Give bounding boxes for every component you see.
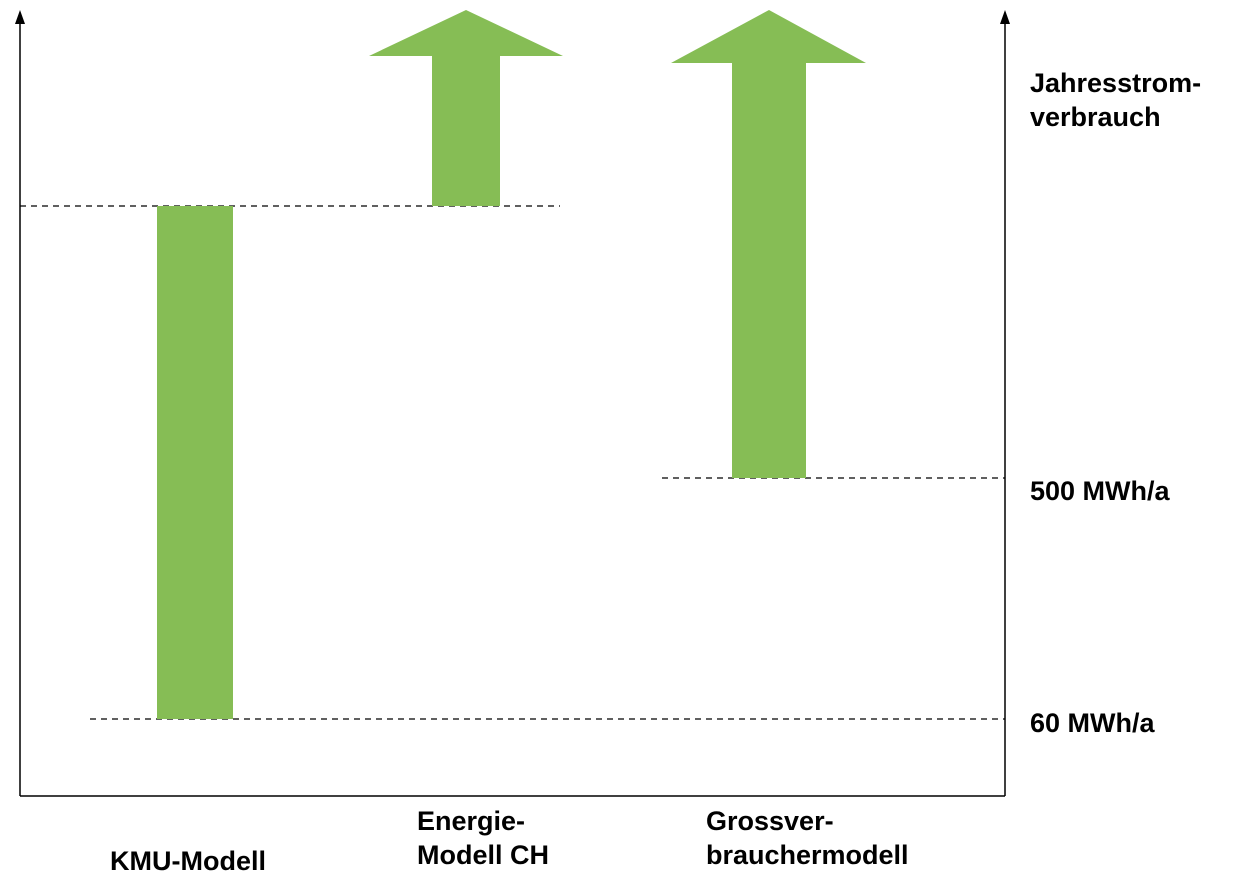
grossverbraucher-arrow xyxy=(671,10,866,478)
right-axis-arrowhead xyxy=(1000,10,1010,24)
level-label-60: 60 MWh/a xyxy=(1030,708,1155,738)
level-label-500: 500 MWh/a xyxy=(1030,476,1170,506)
axis-title: Jahresstrom- verbrauch xyxy=(1030,66,1201,134)
axis-title-line-1: Jahresstrom- xyxy=(1030,68,1202,98)
left-axis-arrowhead xyxy=(15,10,25,24)
model-label-grossverbraucher-line-2: brauchermodell xyxy=(706,840,909,870)
model-label-kmu: KMU-Modell xyxy=(110,844,266,878)
model-label-energie-line-2: Modell CH xyxy=(417,840,549,870)
model-label-energie: Energie- Modell CH xyxy=(417,804,549,872)
kmu-range-bar xyxy=(157,206,233,719)
axis-title-line-2: verbrauch xyxy=(1030,102,1161,132)
model-label-grossverbraucher: Grossver- brauchermodell xyxy=(706,804,909,872)
model-label-energie-line-1: Energie- xyxy=(417,806,526,836)
model-label-grossverbraucher-line-1: Grossver- xyxy=(706,806,834,836)
model-label-kmu-line-1: KMU-Modell xyxy=(110,846,266,876)
energie-modell-arrow xyxy=(369,10,563,206)
